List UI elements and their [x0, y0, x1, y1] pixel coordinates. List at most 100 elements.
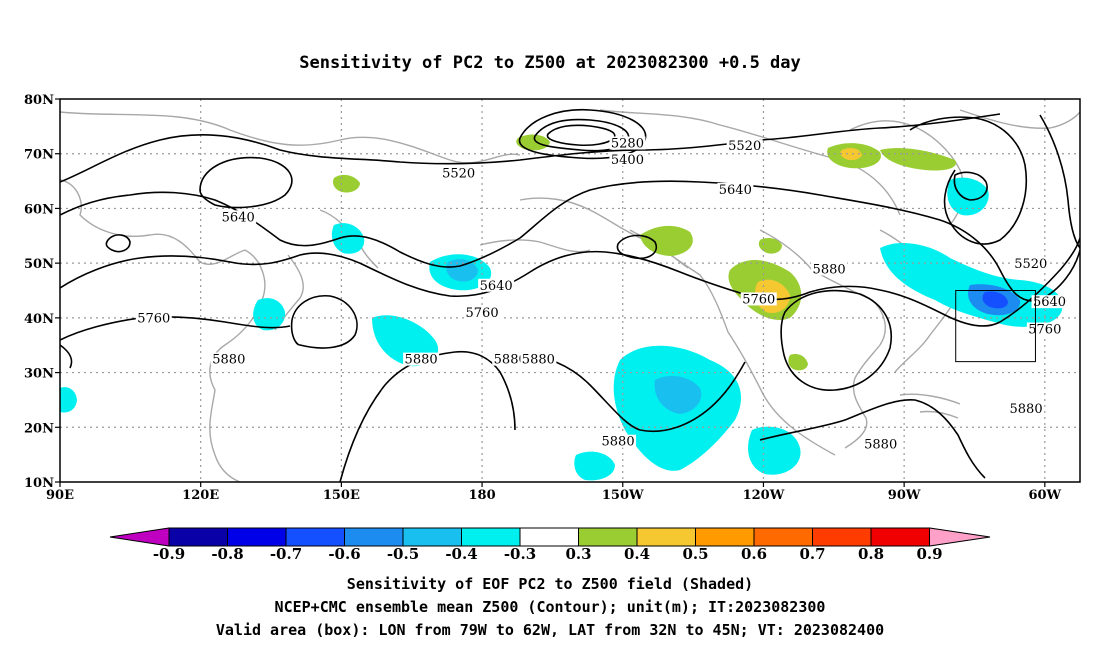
- contour-5880-central-pacific: [339, 350, 516, 482]
- contour-label-bg: [609, 136, 646, 150]
- lon-tick-label: 120E: [182, 488, 219, 503]
- contour-label: 5880: [602, 435, 635, 450]
- lat-tick-label: 50N: [24, 257, 54, 272]
- colorbar-swatch: [812, 527, 872, 547]
- footer-line-shading: Sensitivity of EOF PC2 to Z500 field (Sh…: [347, 575, 753, 593]
- colorbar-tick-label: -0.4: [445, 545, 477, 563]
- contour-small-low-alaska: [616, 234, 657, 260]
- contour-label-bg: [740, 292, 777, 306]
- coast-east-asia: [209, 249, 266, 482]
- contour-5880-west-pacific: [60, 295, 358, 349]
- lon-tick-label: 120W: [743, 488, 785, 503]
- map-title: Sensitivity of PC2 to Z500 at 2023082300…: [299, 53, 801, 73]
- colorbar: [109, 527, 991, 547]
- contour-greenland-trough: [909, 116, 1028, 245]
- contour-label: 5760: [137, 312, 170, 327]
- contour-label-bg: [478, 278, 515, 292]
- contour-label-bg: [440, 166, 477, 180]
- contour-label: 5760: [466, 306, 499, 321]
- colorbar-swatch: [227, 527, 287, 547]
- shading-kamchatka-cyan: [331, 223, 365, 254]
- colorbar-swatch: [519, 527, 579, 547]
- contour-label: 5880: [405, 353, 438, 368]
- contour-label-bg: [726, 139, 763, 153]
- colorbar-swatch: [695, 527, 755, 547]
- shading-canada-green: [758, 237, 782, 254]
- latitude-axis: 80N 70N 60N 50N 40N 30N 20N 10N: [24, 93, 60, 491]
- colorbar-swatch: [870, 527, 930, 547]
- contour-label-bg: [403, 352, 440, 366]
- contour-label: 5880: [494, 353, 527, 368]
- contour-label-bg: [135, 311, 172, 325]
- contour-label: 5640: [1033, 295, 1066, 310]
- lat-tick-label: 40N: [24, 312, 54, 327]
- contour-label-bg: [811, 262, 848, 276]
- colorbar-labels: -0.9 -0.8 -0.7 -0.6 -0.5 -0.4 -0.3 0.3 0.4 0.5 0.6…: [153, 545, 943, 563]
- colorbar-tick-label: 0.9: [916, 545, 942, 563]
- colorbar-tick-label: -0.5: [387, 545, 419, 563]
- coast-arctic-east: [959, 109, 1080, 129]
- contour-label: 5880: [212, 353, 245, 368]
- colorbar-right-arrow: [929, 527, 991, 547]
- map-frame: [59, 98, 1081, 483]
- contour-label: 5880: [864, 437, 897, 452]
- coast-siberia: [60, 111, 521, 164]
- colorbar-swatch: [402, 527, 462, 547]
- colorbar-tick-label: -0.6: [328, 545, 360, 563]
- contour-label: 5400: [611, 153, 644, 168]
- contour-label-bg: [464, 306, 501, 320]
- contour-label-bg: [492, 352, 529, 366]
- colorbar-tick-label: -0.9: [153, 545, 185, 563]
- colorbar-tick-label: -0.8: [211, 545, 243, 563]
- coast-aleutians: [479, 239, 591, 253]
- lat-tick-label: 10N: [24, 476, 54, 491]
- contour-label-bg: [220, 210, 257, 224]
- contour-label: 5640: [480, 279, 513, 294]
- contour-small-low-asia: [105, 234, 131, 253]
- shading-baffin-yellow: [840, 147, 862, 161]
- lat-tick-label: 60N: [24, 202, 54, 217]
- contour-label: 5640: [719, 183, 752, 198]
- shading-siberia-green: [332, 174, 360, 193]
- footer-line-valid-area: Valid area (box): LON from 79W to 62W, L…: [216, 621, 884, 639]
- contour-5880-anticyclone: [780, 289, 892, 391]
- colorbar-swatch: [578, 527, 638, 547]
- lat-lon-grid: [60, 99, 1080, 482]
- contour-label: 5640: [222, 210, 255, 225]
- shading-tropical-pacific-cyan: [574, 451, 615, 481]
- lon-tick-label: 90E: [46, 488, 74, 503]
- lon-tick-label: 180: [468, 488, 495, 503]
- colorbar-swatch: [461, 527, 521, 547]
- colorbar-tick-label: 0.8: [858, 545, 884, 563]
- colorbar-swatch: [636, 527, 696, 547]
- shading-east-pacific-mid: [654, 375, 702, 414]
- coast-caribbean: [899, 393, 961, 419]
- colorbar-swatch: [344, 527, 404, 547]
- contour-india-edge: [60, 344, 73, 369]
- contour-label-bg: [1031, 295, 1068, 309]
- shading-mexico-cyan: [748, 426, 801, 475]
- contour-label: 5520: [442, 167, 475, 182]
- shading-arctic-green: [516, 134, 550, 151]
- contour-label: 5520: [1014, 257, 1047, 272]
- contour-label-bg: [1008, 401, 1045, 415]
- colorbar-tick-label: -0.7: [270, 545, 302, 563]
- colorbar-tick-label: -0.3: [504, 545, 536, 563]
- contour-labrador-low: [953, 171, 988, 201]
- colorbar-swatch: [753, 527, 813, 547]
- contour-5520-north: [60, 113, 1001, 183]
- colorbar-tick-label: 0.4: [624, 545, 650, 563]
- shading-japan-cyan: [253, 298, 286, 331]
- contour-label: 5880: [522, 353, 555, 368]
- contour-label-bg: [1012, 256, 1049, 270]
- colorbar-tick-label: 0.6: [741, 545, 767, 563]
- contour-5520-siberian-low: [199, 156, 293, 209]
- contour-label-bg: [520, 352, 557, 366]
- lon-tick-label: 90W: [888, 488, 921, 503]
- shading-india-cyan: [60, 387, 77, 413]
- lon-tick-label: 150E: [323, 488, 360, 503]
- shading-greenland-green: [880, 148, 956, 171]
- lat-tick-label: 80N: [24, 93, 54, 108]
